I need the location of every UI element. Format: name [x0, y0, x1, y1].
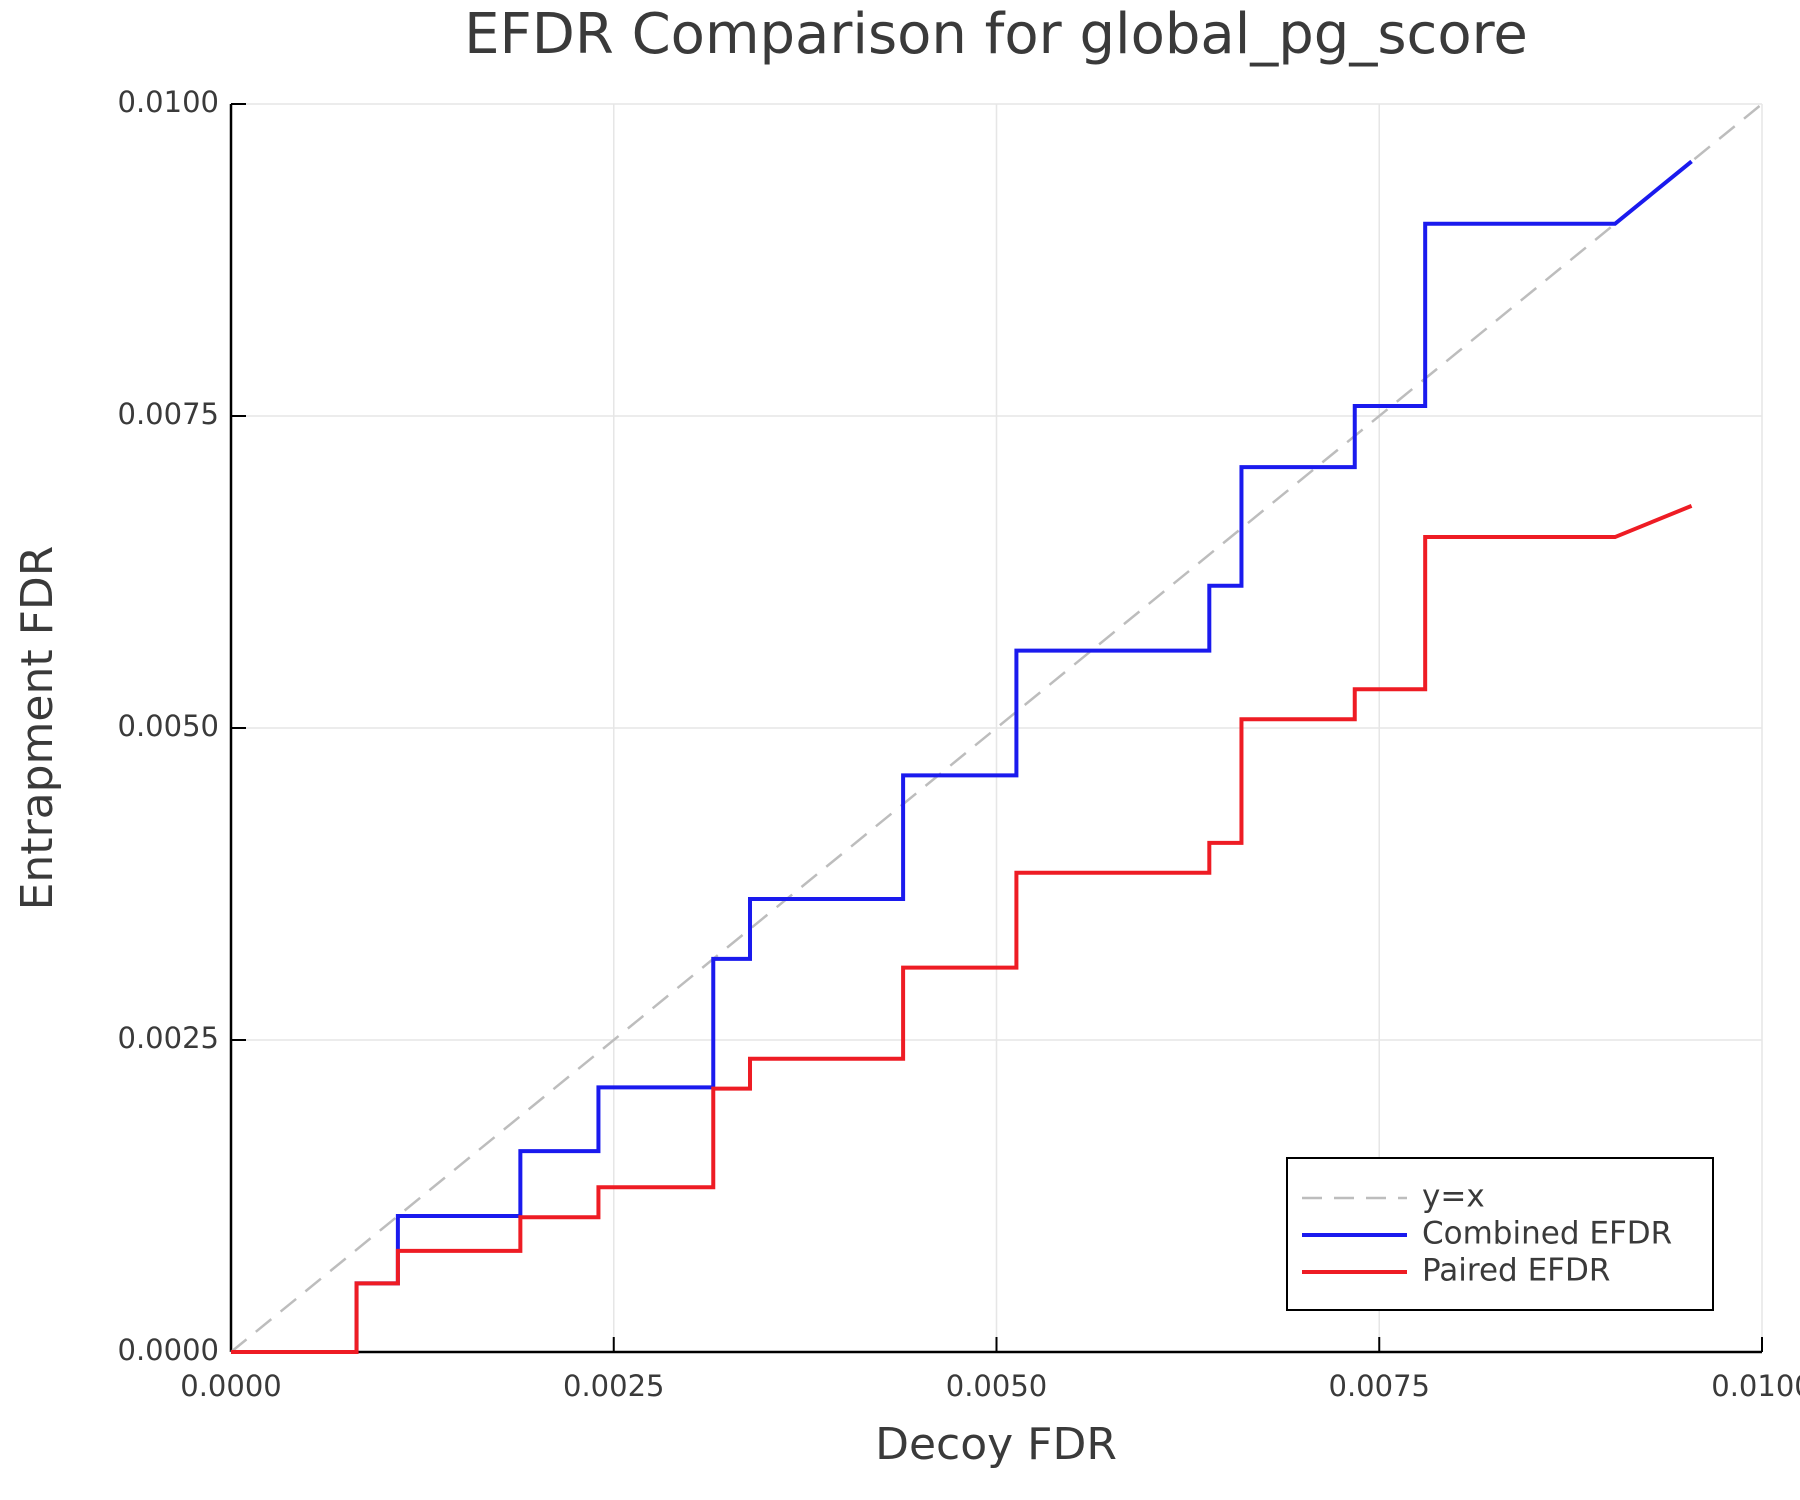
x-axis-label: Decoy FDR	[875, 1419, 1117, 1470]
x-tick-label: 0.0000	[180, 1369, 281, 1403]
legend-label: y=x	[1422, 1179, 1485, 1215]
x-tick-label: 0.0050	[946, 1369, 1047, 1403]
legend-label: Paired EFDR	[1422, 1253, 1610, 1289]
chart-title: EFDR Comparison for global_pg_score	[464, 2, 1528, 67]
x-tick-label: 0.0100	[1711, 1369, 1800, 1403]
y-tick-label: 0.0000	[118, 1333, 219, 1367]
y-tick-label: 0.0050	[118, 709, 219, 743]
x-tick-label: 0.0075	[1329, 1369, 1430, 1403]
series-line	[231, 504, 1693, 1354]
y-tick-label: 0.0075	[118, 397, 219, 431]
series-line	[231, 159, 1693, 1354]
series-line	[230, 103, 1763, 1353]
x-tick-label: 0.0025	[563, 1369, 664, 1403]
y-axis-label: Entrapment FDR	[12, 546, 63, 911]
legend-label: Combined EFDR	[1422, 1216, 1672, 1252]
y-tick-label: 0.0100	[118, 85, 219, 119]
y-tick-label: 0.0025	[118, 1021, 219, 1055]
